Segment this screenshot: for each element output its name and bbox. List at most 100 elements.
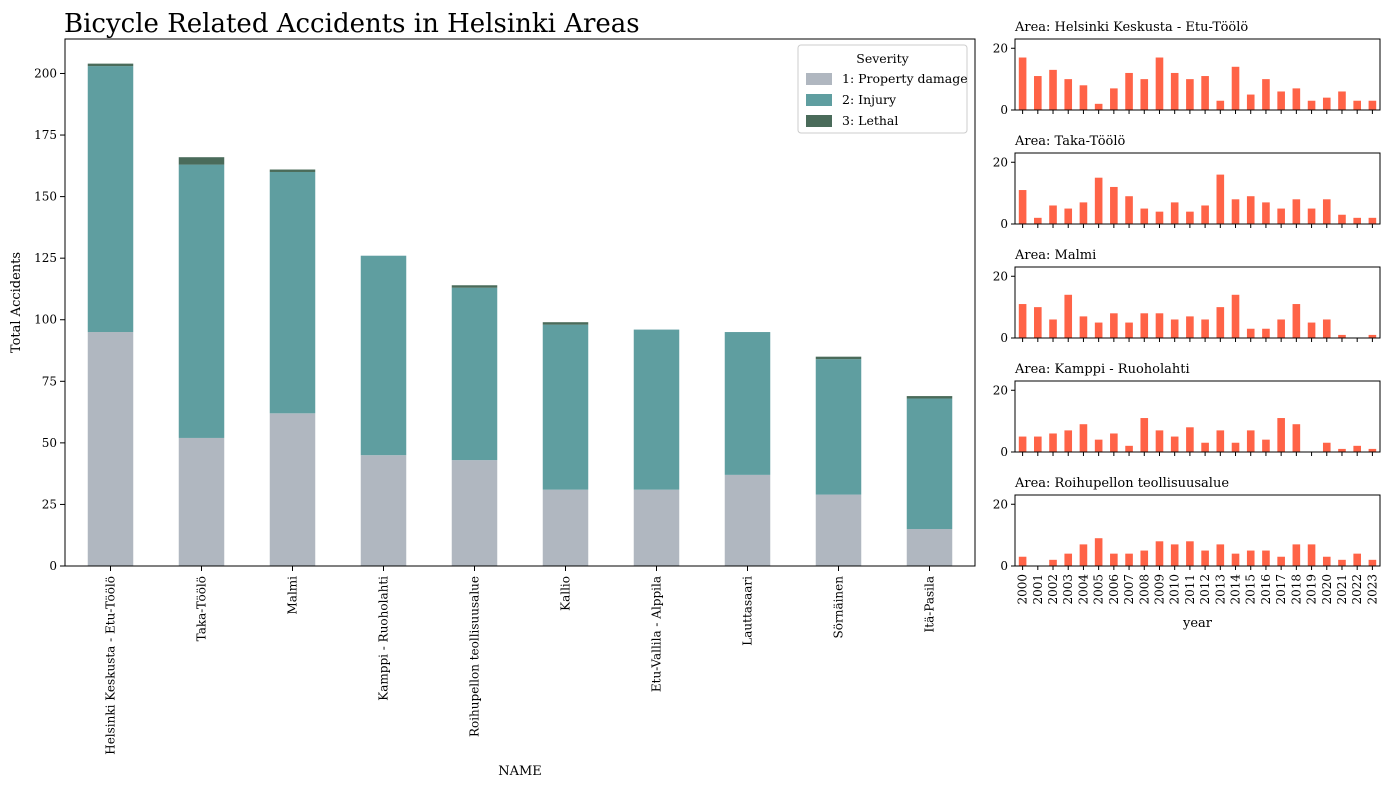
year-bar	[1155, 57, 1164, 110]
year-bar	[1125, 72, 1133, 110]
panel-frame	[1014, 152, 1381, 225]
y-tick-label: 0	[1000, 103, 1008, 117]
year-bar	[1155, 541, 1164, 566]
bar-segment	[633, 489, 680, 566]
year-tick-label: 2003	[1061, 574, 1075, 605]
bar-segment	[87, 332, 134, 566]
x-axis-label: year	[1182, 616, 1213, 631]
year-bar	[1292, 304, 1301, 338]
y-tick-label: 150	[34, 190, 57, 204]
year-bar	[1201, 319, 1209, 338]
year-bar	[1094, 103, 1103, 110]
year-bar	[1094, 439, 1103, 452]
year-tick-label: 2001	[1031, 574, 1045, 605]
year-tick-label: 2009	[1152, 574, 1166, 605]
year-bar	[1094, 177, 1103, 224]
year-bar	[1125, 322, 1133, 338]
year-bar	[1262, 79, 1270, 110]
year-bar	[1201, 442, 1209, 452]
legend-entry: 2: Injury	[842, 92, 897, 107]
x-tick-label: Kallio	[559, 576, 573, 611]
bar-segment	[269, 171, 316, 414]
year-bar	[1307, 208, 1316, 224]
x-axis-label: NAME	[498, 764, 542, 779]
panel-frame	[1014, 494, 1381, 567]
year-bar	[1110, 88, 1118, 110]
year-bar	[1368, 559, 1377, 566]
bar-segment	[815, 356, 862, 360]
year-tick-label: 2007	[1122, 574, 1136, 605]
year-bar	[1277, 418, 1285, 452]
y-tick-label: 0	[1000, 217, 1008, 231]
year-bar	[1307, 544, 1316, 566]
year-bar	[1170, 72, 1179, 110]
year-tick-label: 2011	[1183, 574, 1197, 605]
year-bar	[1322, 319, 1331, 338]
year-bar	[1231, 66, 1240, 110]
year-bar	[1353, 217, 1361, 224]
plot-frame	[64, 38, 976, 567]
bar-segment	[815, 494, 862, 566]
y-tick-label: 20	[993, 269, 1008, 283]
year-bar	[1246, 196, 1255, 224]
year-bar	[1368, 448, 1377, 452]
year-bar	[1094, 538, 1103, 566]
year-bar	[1170, 544, 1179, 566]
year-bar	[1338, 334, 1346, 338]
year-bar	[1262, 328, 1270, 338]
year-bar	[1231, 442, 1240, 452]
year-bar	[1094, 322, 1103, 338]
x-tick-label: Itä-Pasila	[923, 576, 937, 632]
bar-segment	[542, 322, 589, 325]
bar-segment	[633, 329, 680, 490]
year-bar	[1216, 307, 1225, 338]
y-tick-label: 0	[1000, 445, 1008, 459]
chart-title: Bicycle Related Accidents in Helsinki Ar…	[64, 9, 640, 39]
year-bar	[1338, 91, 1346, 110]
x-tick-label: Kamppi - Ruoholahti	[377, 576, 391, 701]
y-tick-label: 75	[42, 374, 57, 388]
year-bar	[1125, 196, 1133, 224]
legend-box	[797, 44, 968, 134]
year-bar	[1110, 313, 1118, 338]
year-bar	[1049, 559, 1057, 566]
year-bar	[1064, 294, 1073, 338]
year-tick-label: 2019	[1305, 574, 1319, 605]
year-bar	[1064, 79, 1073, 110]
year-bar	[1277, 319, 1285, 338]
year-bar	[1292, 544, 1301, 566]
year-bar	[1353, 100, 1361, 110]
year-bar	[1368, 217, 1377, 224]
year-bar	[1231, 553, 1240, 566]
year-tick-label: 2006	[1107, 574, 1121, 605]
bar-segment	[906, 396, 953, 399]
year-bar	[1338, 448, 1346, 452]
year-bar	[1140, 208, 1149, 224]
year-bar	[1079, 316, 1088, 338]
year-bar	[1034, 217, 1042, 224]
panel-frame	[1014, 266, 1381, 339]
year-bar	[1064, 208, 1073, 224]
year-bar	[1125, 553, 1133, 566]
x-tick-label: Etu-Vallila - Alppila	[650, 576, 664, 692]
year-bar	[1231, 294, 1240, 338]
year-bar	[1246, 328, 1255, 338]
year-bar	[1292, 199, 1301, 224]
x-tick-label: Sörnäinen	[832, 576, 846, 639]
bar-segment	[360, 255, 407, 456]
year-tick-label: 2013	[1213, 574, 1227, 605]
year-bar	[1049, 69, 1057, 110]
x-tick-label: Helsinki Keskusta - Etu-Töölö	[104, 576, 118, 755]
year-bar	[1018, 436, 1027, 452]
year-bar	[1338, 559, 1346, 566]
year-bar	[1110, 186, 1118, 224]
y-tick-label: 20	[993, 383, 1008, 397]
y-tick-label: 50	[42, 436, 57, 450]
bar-segment	[724, 474, 771, 566]
main-stacked-bar-chart: 0 25 50 75 100 125 150 175 200 Helsinki Keskusta …	[9, 38, 976, 779]
year-bar	[1186, 541, 1194, 566]
year-bar	[1186, 211, 1194, 224]
bar-segment	[178, 437, 225, 566]
year-bar	[1322, 442, 1331, 452]
